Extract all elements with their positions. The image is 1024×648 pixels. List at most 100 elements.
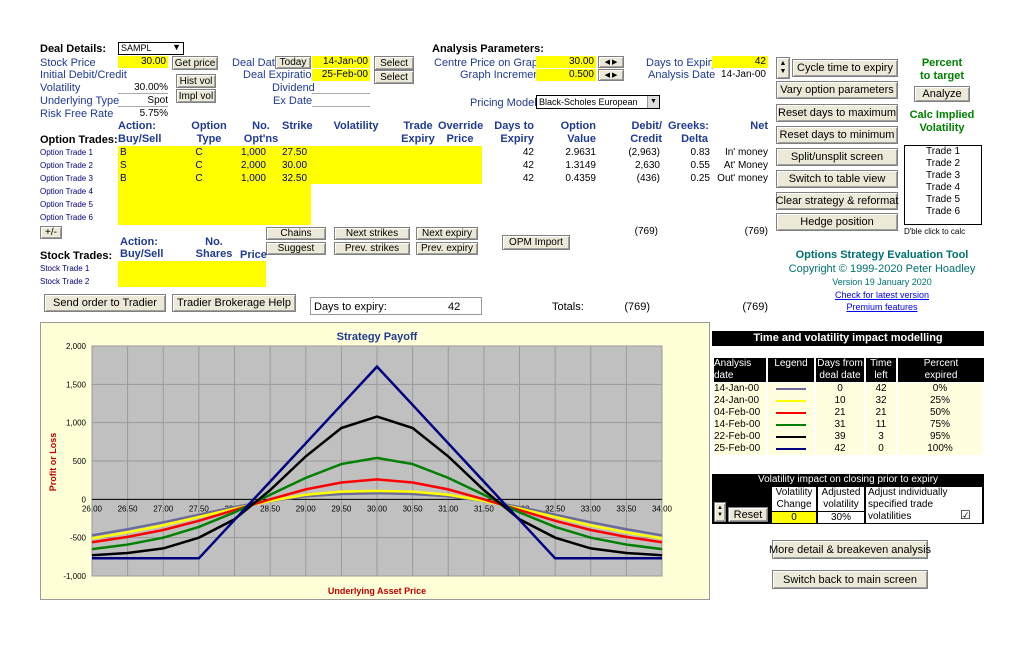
tv-days-2: 21 xyxy=(816,407,864,419)
option-strike-1[interactable]: 27.50 xyxy=(282,147,308,158)
option-strike-3[interactable]: 32.50 xyxy=(282,173,308,184)
switch-back-button[interactable]: Switch back to main screen xyxy=(772,570,928,589)
y-axis-label: Profit or Loss xyxy=(48,433,58,492)
right-button-4[interactable]: Split/unsplit screen xyxy=(776,148,898,166)
option-num-2[interactable]: 2,000 xyxy=(240,160,266,171)
x-tick-label-2: 27.00 xyxy=(153,504,174,513)
tv-date-0: 14-Jan-00 xyxy=(714,383,766,395)
dividend-input[interactable] xyxy=(312,82,370,94)
right-button-0[interactable]: Cycle time to expiry xyxy=(792,59,898,77)
right-button-3[interactable]: Reset days to minimum xyxy=(776,126,898,144)
calc-trade-5[interactable]: Trade 5 xyxy=(926,194,961,205)
days-to-expiry-input[interactable]: 42 xyxy=(712,56,768,68)
centre-price-spinner[interactable]: ◀ ▶ xyxy=(598,56,624,68)
next-strikes-button[interactable]: Next strikes xyxy=(334,227,410,240)
right-button-6[interactable]: Clear strategy & reformat xyxy=(776,192,898,210)
premium-link[interactable]: Premium features xyxy=(846,302,918,312)
tv-legend-3 xyxy=(768,419,814,431)
series-line-1 xyxy=(91,489,663,540)
today-button[interactable]: Today xyxy=(275,56,311,69)
days-to-expiry-label: Days to Expiry xyxy=(646,57,717,69)
option-type-2[interactable]: C xyxy=(195,160,203,171)
calc-trade-4[interactable]: Trade 4 xyxy=(926,182,961,193)
chains-button[interactable]: Chains xyxy=(266,227,326,240)
analysis-date-label: Analysis Date xyxy=(648,69,716,81)
adjust-checkbox[interactable]: ☑ xyxy=(960,508,971,522)
option-debit-2: 2,630 xyxy=(634,160,660,171)
graph-increment-input[interactable]: 0.500 xyxy=(536,69,596,81)
hist-vol-button[interactable]: Hist vol xyxy=(176,74,216,88)
analyze-button[interactable]: Analyze xyxy=(914,86,970,102)
get-price-button[interactable]: Get price xyxy=(172,56,218,70)
increment-spinner[interactable]: ◀ ▶ xyxy=(598,69,624,81)
check-latest-link[interactable]: Check for latest version xyxy=(834,290,930,300)
plus-minus-button[interactable]: +/- xyxy=(40,226,62,239)
trade-listbox[interactable] xyxy=(904,145,982,225)
suggest-button[interactable]: Suggest xyxy=(266,242,326,255)
option-value-2: 1.3149 xyxy=(565,160,596,171)
option-num-1[interactable]: 1,000 xyxy=(240,147,266,158)
deal-expiration-input[interactable]: 25-Feb-00 xyxy=(312,69,370,81)
option-delta-1: 0.83 xyxy=(690,147,710,158)
right-button-2[interactable]: Reset days to maximum xyxy=(776,104,898,122)
prev-strikes-button[interactable]: Prev. strikes xyxy=(334,242,410,255)
stock-input-block[interactable] xyxy=(118,261,266,287)
stock-price-input[interactable]: 30.00 xyxy=(118,56,168,68)
next-expiry-button[interactable]: Next expiry xyxy=(416,227,478,240)
analysis-date-value: 14-Jan-00 xyxy=(720,69,766,80)
vol-spinner[interactable]: ▲ ▼ xyxy=(714,502,726,522)
symbol-field[interactable]: SAMPL ▼ xyxy=(118,42,184,55)
prev-expiry-button[interactable]: Prev. expiry xyxy=(416,242,478,255)
volatility-input[interactable]: 30.00% xyxy=(118,82,168,94)
send-order-button[interactable]: Send order to Tradier xyxy=(44,294,166,312)
tv-header-4: Percent expired xyxy=(898,358,984,382)
option-action-3[interactable]: B xyxy=(120,173,127,184)
option-value-1: 2.9631 xyxy=(565,147,596,158)
option-type-3[interactable]: C xyxy=(195,173,203,184)
days-to-expiry-footer-value: 42 xyxy=(448,301,461,313)
right-button-5[interactable]: Switch to table view xyxy=(776,170,898,188)
stock-price-header: Price xyxy=(240,249,267,261)
option-trade-label-2: Option Trade 2 xyxy=(40,161,93,170)
x-tick-label-7: 29.50 xyxy=(331,504,352,513)
x-tick-label-0: 26.00 xyxy=(82,504,103,513)
option-delta-2: 0.55 xyxy=(690,160,710,171)
calc-trade-1[interactable]: Trade 1 xyxy=(926,146,961,157)
option-strike-2[interactable]: 30.00 xyxy=(282,160,308,171)
underlying-input[interactable]: Spot xyxy=(118,95,168,107)
option-extra-block[interactable] xyxy=(311,146,482,184)
tradier-help-button[interactable]: Tradier Brokerage Help xyxy=(172,294,296,312)
option-action-2[interactable]: S xyxy=(120,160,127,171)
calc-trade-2[interactable]: Trade 2 xyxy=(926,158,961,169)
exdate-input[interactable] xyxy=(312,95,370,107)
impl-vol-button[interactable]: Impl vol xyxy=(176,89,216,103)
payoff-chart[interactable]: 2,000 1,500 1,000 500 0 -500 -1,000 26.00 26.50 2… xyxy=(40,322,710,600)
sum-net: (769) xyxy=(744,226,768,237)
deal-date-select-button[interactable]: Select xyxy=(374,56,414,70)
vol-change-input[interactable]: 0 xyxy=(772,512,816,523)
option-type-1[interactable]: C xyxy=(195,147,203,158)
calc-trade-3[interactable]: Trade 3 xyxy=(926,170,961,181)
calc-trade-6[interactable]: Trade 6 xyxy=(926,206,961,217)
option-action-1[interactable]: B xyxy=(120,147,127,158)
right-button-7[interactable]: Hedge position xyxy=(776,213,898,231)
pricing-model-select[interactable]: Black-Scholes European ▼ xyxy=(536,95,660,109)
reset-button[interactable]: Reset xyxy=(728,507,768,522)
centre-price-input[interactable]: 30.00 xyxy=(536,56,596,68)
sum-debit: (769) xyxy=(634,226,658,237)
risk-free-input[interactable]: 5.75% xyxy=(139,108,168,119)
option-num-3[interactable]: 1,000 xyxy=(240,173,266,184)
deal-exp-select-button[interactable]: Select xyxy=(374,70,414,84)
tv-legend-1 xyxy=(768,395,814,407)
deal-date-input[interactable]: 14-Jan-00 xyxy=(312,56,370,68)
option-input-block[interactable] xyxy=(118,146,311,225)
right-button-1[interactable]: Vary option parameters xyxy=(776,81,898,99)
deal-details-label: Deal Details: xyxy=(40,43,107,55)
centre-price-label: Centre Price on Graph xyxy=(434,57,545,69)
opm-import-button[interactable]: OPM Import xyxy=(502,235,570,250)
cycle-spinner[interactable]: ▲ ▼ xyxy=(776,57,790,79)
more-detail-button[interactable]: More detail & breakeven analysis xyxy=(769,540,931,559)
tv-left-3: 11 xyxy=(866,419,896,431)
risk-free-label: Risk Free Rate xyxy=(40,108,114,120)
option-header-7: Days to Expiry xyxy=(494,120,534,145)
